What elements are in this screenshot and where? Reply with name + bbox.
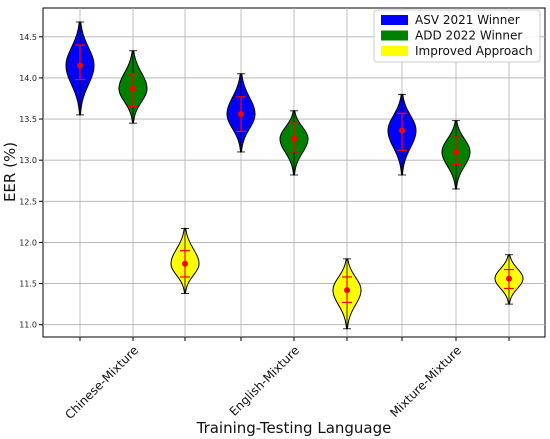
mean-point: [238, 111, 244, 118]
legend-label: Improved Approach: [415, 44, 533, 58]
legend-swatch: [381, 46, 408, 56]
mean-point: [291, 135, 297, 142]
legend-box: [373, 9, 541, 63]
y-axis-ticks: 11.0 11.5 12.0 12.5 13.0 13.5 14.0 14.5: [19, 33, 510, 341]
x-axis-title: Training-Testing Language: [196, 419, 392, 437]
mean-point: [506, 275, 512, 282]
mean-point: [453, 148, 459, 155]
y-tick-label: 14.0: [19, 74, 37, 83]
legend-swatch: [381, 15, 408, 25]
mean-point: [344, 287, 350, 294]
y-tick-label: 12.5: [19, 197, 37, 206]
y-tick-label: 11.0: [19, 321, 37, 330]
mean-point: [182, 260, 188, 267]
x-axis-categories: Chinese-Mixture English-Mixture Mixture-Mi…: [62, 343, 464, 422]
y-tick-label: 14.5: [19, 33, 37, 42]
legend-label: ADD 2022 Winner: [415, 29, 522, 43]
mean-point: [399, 127, 405, 134]
legend-label: ASV 2021 Winner: [415, 13, 520, 27]
x-category-label: English-Mixture: [227, 343, 303, 419]
y-tick-label: 11.5: [19, 280, 37, 289]
mean-point: [77, 62, 83, 69]
y-axis-title: EER (%): [1, 142, 19, 202]
mean-point: [130, 85, 136, 92]
y-tick-label: 12.0: [19, 238, 37, 247]
x-category-label: Mixture-Mixture: [387, 343, 464, 420]
y-tick-label: 13.5: [19, 115, 37, 124]
y-tick-label: 13.0: [19, 156, 37, 165]
x-category-label: Chinese-Mixture: [62, 343, 141, 422]
legend-swatch: [381, 30, 408, 41]
violins: [65, 21, 524, 330]
